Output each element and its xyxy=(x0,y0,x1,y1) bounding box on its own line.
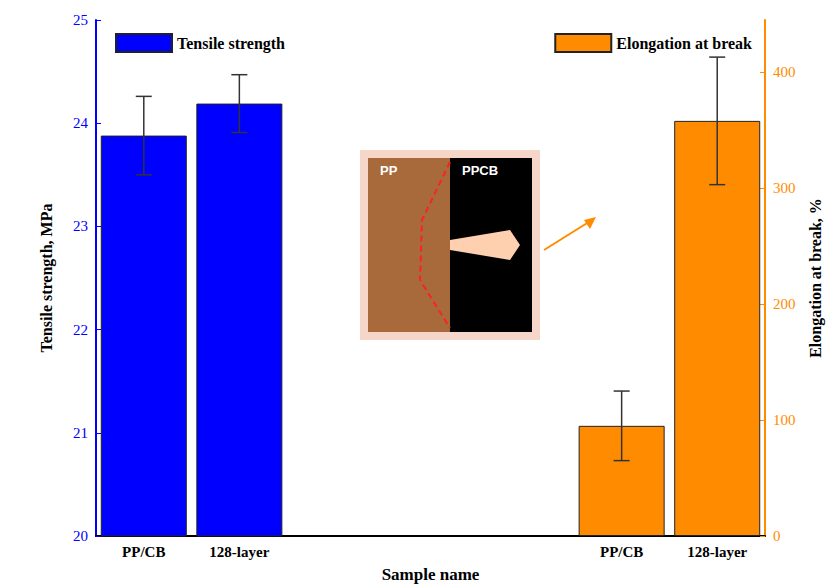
svg-text:25: 25 xyxy=(73,12,88,28)
svg-text:0: 0 xyxy=(773,528,781,544)
svg-text:PP/CB: PP/CB xyxy=(600,544,643,560)
svg-text:24: 24 xyxy=(73,115,89,131)
svg-text:128-layer: 128-layer xyxy=(687,544,747,560)
svg-text:200: 200 xyxy=(773,296,796,312)
svg-text:23: 23 xyxy=(73,218,88,234)
svg-text:PPCB: PPCB xyxy=(462,163,498,178)
svg-text:Elongation at break, %: Elongation at break, % xyxy=(807,198,825,358)
svg-text:PP/CB: PP/CB xyxy=(122,544,165,560)
svg-text:Tensile strength: Tensile strength xyxy=(177,35,285,53)
svg-text:Tensile strength, MPa: Tensile strength, MPa xyxy=(38,204,56,353)
svg-text:Elongation at break: Elongation at break xyxy=(616,35,752,53)
svg-text:20: 20 xyxy=(73,528,88,544)
svg-text:300: 300 xyxy=(773,180,796,196)
svg-text:128-layer: 128-layer xyxy=(209,544,269,560)
svg-text:21: 21 xyxy=(73,425,88,441)
svg-text:100: 100 xyxy=(773,412,796,428)
svg-text:400: 400 xyxy=(773,64,796,80)
svg-text:22: 22 xyxy=(73,322,88,338)
svg-text:PP: PP xyxy=(380,163,398,178)
svg-text:Sample name: Sample name xyxy=(382,565,480,584)
